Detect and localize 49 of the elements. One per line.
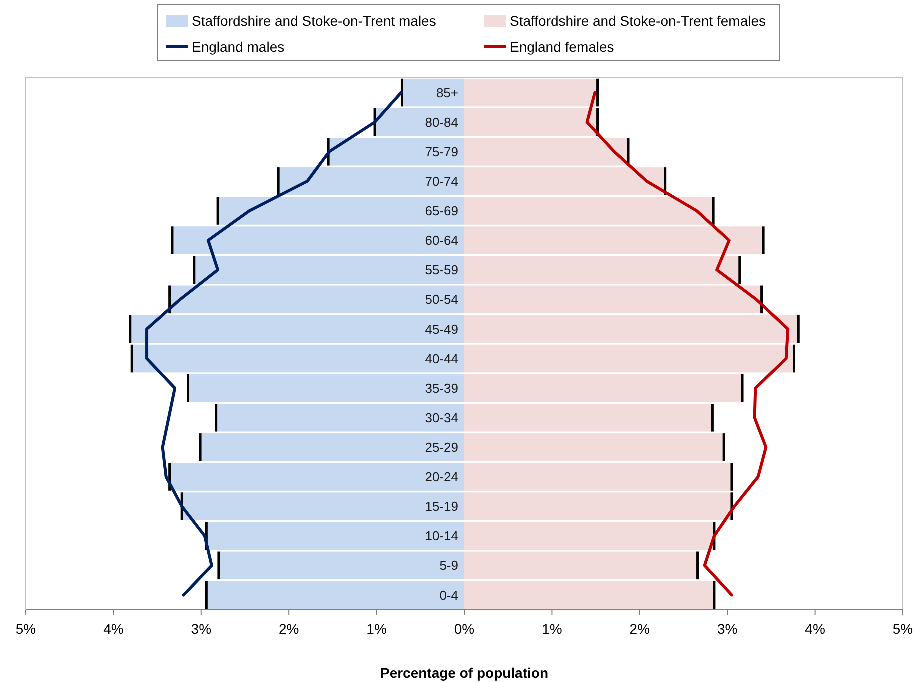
x-tick-label: 2% — [630, 621, 650, 637]
x-tick-label: 3% — [717, 621, 738, 637]
x-tick-label: 2% — [278, 621, 300, 637]
bar — [206, 581, 464, 610]
y-tick-label: 25-29 — [425, 440, 458, 455]
y-tick-label: 30-34 — [425, 410, 458, 426]
bar — [170, 286, 464, 314]
y-tick-label: 10-14 — [425, 528, 458, 544]
x-tick-label: 5% — [892, 621, 914, 637]
y-tick-label: 35-39 — [425, 380, 458, 396]
x-tick-label: 5% — [16, 621, 36, 637]
x-tick-label: 3% — [191, 621, 212, 637]
y-tick-label: 45-49 — [425, 322, 458, 337]
y-tick-label: 80-84 — [425, 114, 458, 130]
bar — [464, 315, 799, 344]
bar — [464, 286, 762, 314]
y-tick-label: 60-64 — [425, 233, 458, 248]
bar — [464, 108, 598, 136]
bar — [464, 581, 714, 610]
x-axis-title: Percentage of population — [380, 665, 549, 681]
bar — [464, 374, 743, 402]
bar — [132, 344, 464, 373]
y-tick-label: 50-54 — [425, 292, 458, 308]
x-tick-label: 0% — [454, 621, 475, 637]
y-tick-label: 75-79 — [425, 144, 458, 160]
y-tick-label: 5-9 — [440, 558, 458, 574]
y-tick-label: 0-4 — [440, 588, 458, 603]
legend-label: England females — [510, 38, 614, 55]
y-tick-label: 55-59 — [425, 262, 458, 278]
bar — [402, 78, 464, 107]
bar — [464, 552, 698, 580]
legend-label: England males — [192, 38, 285, 55]
y-tick-label: 20-24 — [425, 470, 458, 485]
bar — [464, 344, 794, 373]
y-tick-label: 70-74 — [425, 174, 458, 189]
bar — [188, 374, 464, 402]
x-tick-label: 1% — [542, 621, 562, 637]
y-tick-label: 15-19 — [425, 499, 458, 514]
bar — [464, 78, 598, 107]
x-tick-label: 1% — [366, 621, 387, 637]
x-tick-label: 4% — [805, 621, 826, 637]
bar — [130, 315, 464, 344]
y-tick-label: 65-69 — [425, 204, 458, 219]
bar — [218, 552, 464, 580]
legend-label: Staffordshire and Stoke-on-Trent females — [510, 12, 766, 29]
x-tick-label: 4% — [104, 621, 124, 637]
legend-label: Staffordshire and Stoke-on-Trent males — [192, 12, 436, 29]
y-tick-label: 85+ — [436, 85, 458, 100]
y-tick-label: 40-44 — [425, 351, 458, 366]
